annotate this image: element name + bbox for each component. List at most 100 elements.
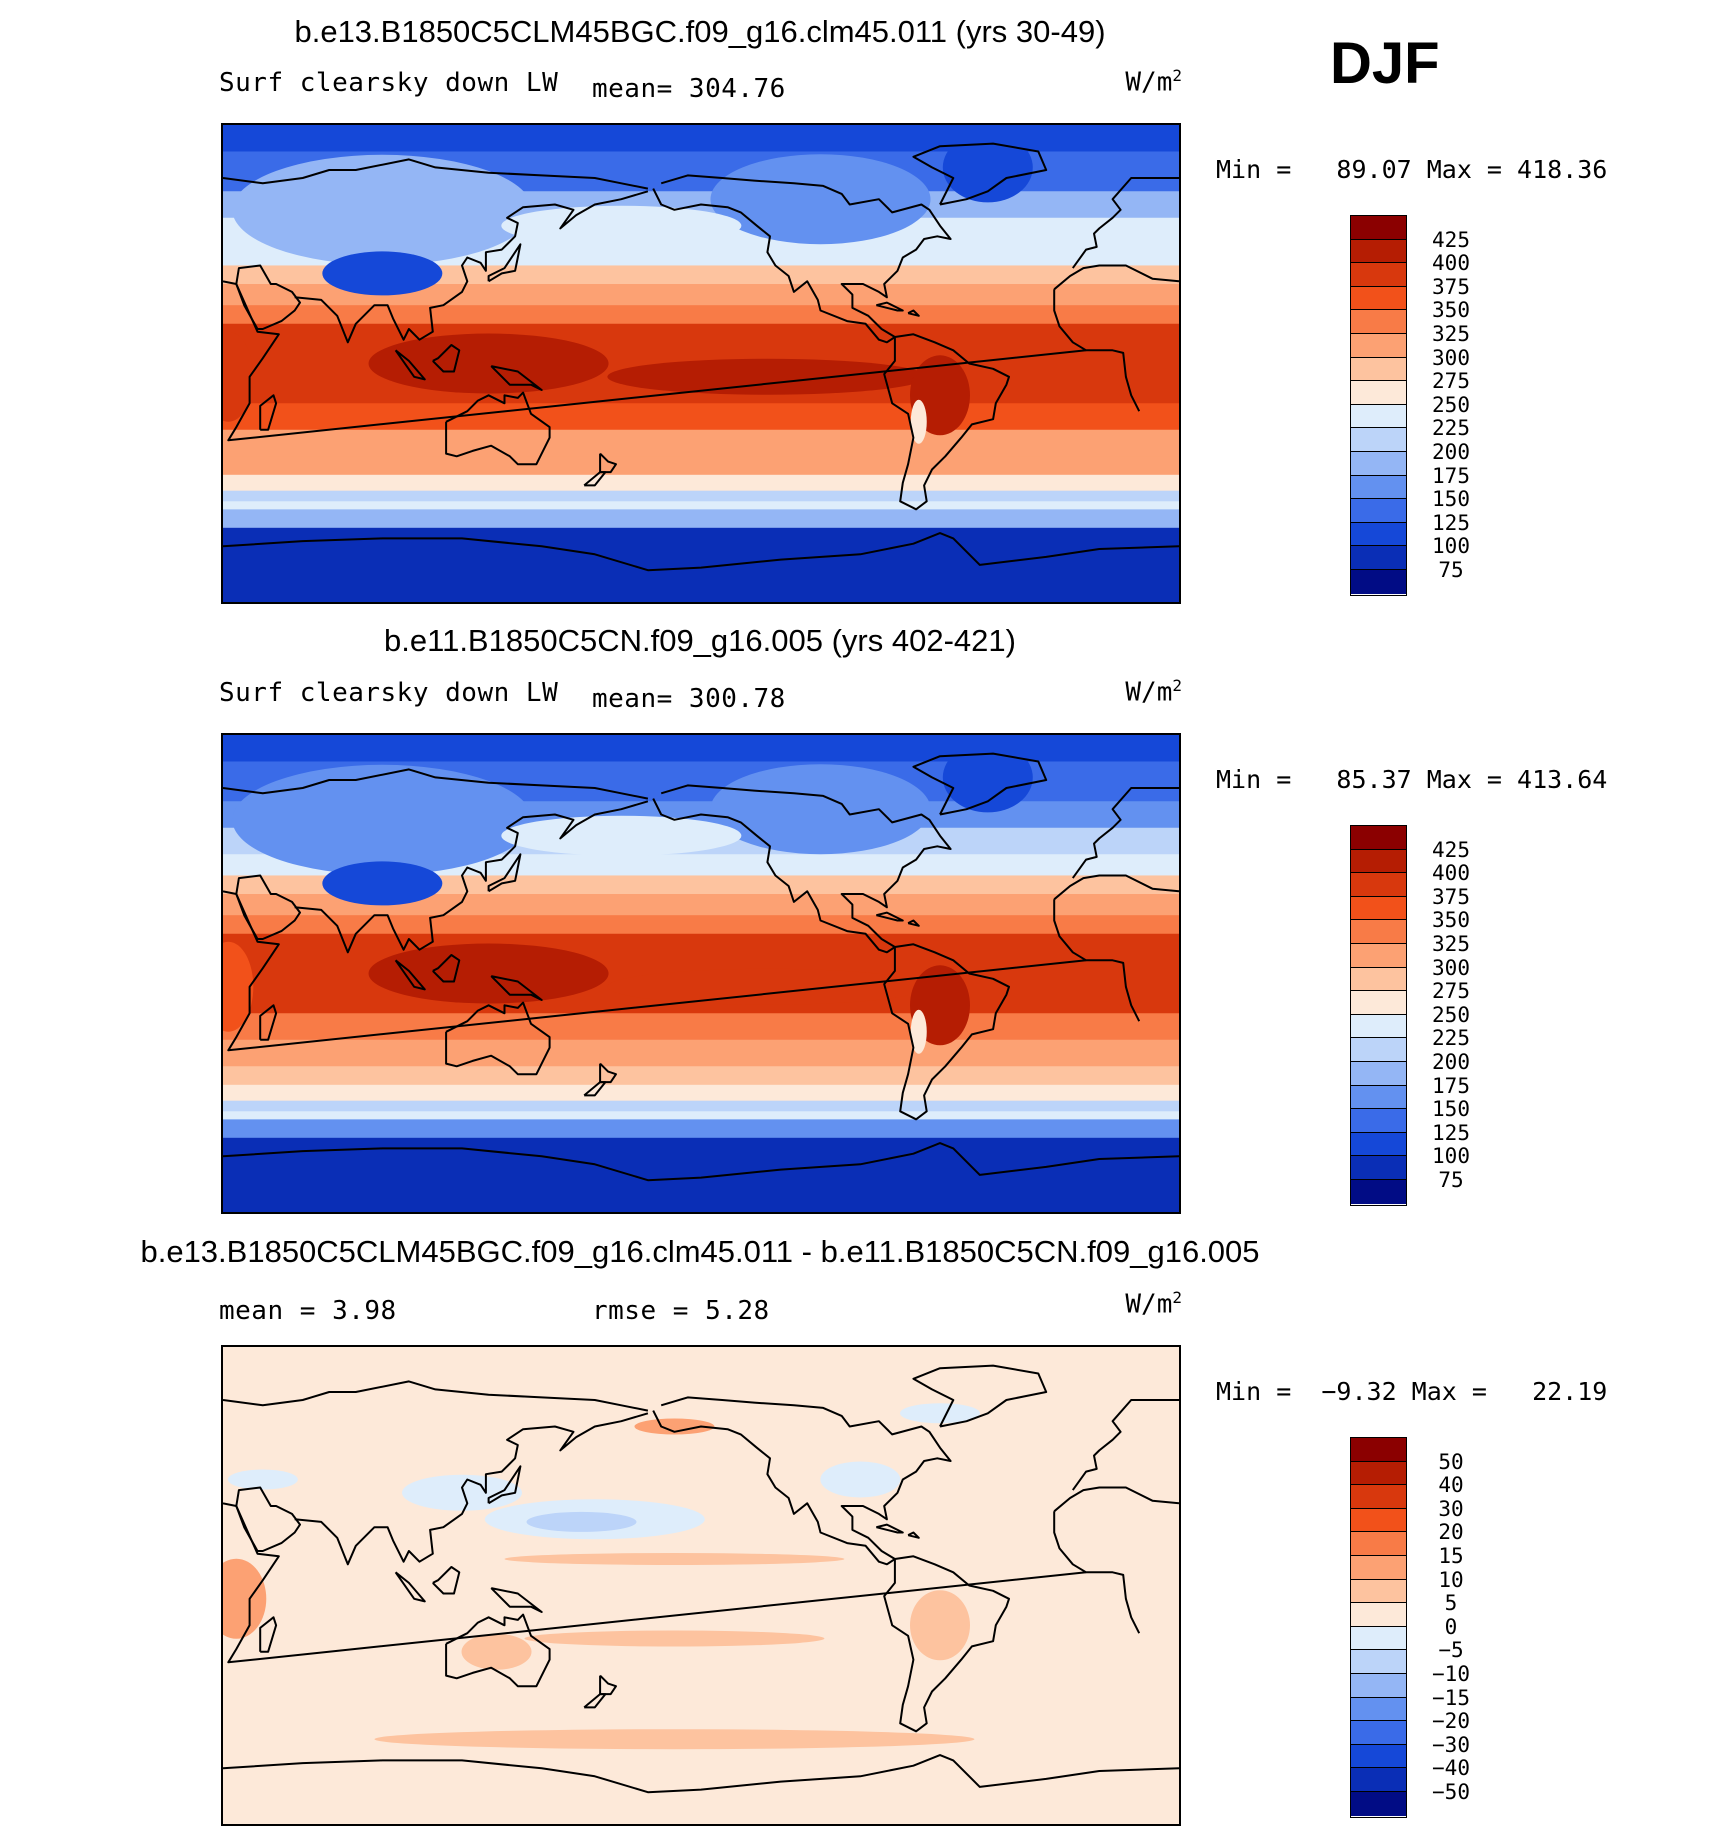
colorbar-box	[1351, 263, 1406, 287]
colorbar-tick-label: −50	[1432, 1780, 1470, 1804]
coastline	[1053, 289, 1141, 412]
panel1-map-svg	[223, 125, 1179, 602]
coastline	[883, 943, 1010, 1121]
panel1-variable: Surf clearsky down LW	[219, 68, 559, 98]
coastline	[583, 471, 607, 487]
coastline	[294, 800, 649, 954]
coastline	[1053, 874, 1179, 901]
coastline	[1053, 1511, 1141, 1634]
colorbar-tick-label: 175	[1432, 1073, 1470, 1098]
colorbar-tick-label: 425	[1432, 837, 1470, 862]
coastline	[490, 1587, 543, 1613]
colorbar-tick-label: 150	[1432, 1097, 1470, 1122]
colorbar-tick-label: −20	[1432, 1709, 1470, 1734]
colorbar-box	[1351, 1626, 1406, 1651]
colorbar-tick-label: 275	[1432, 369, 1470, 394]
map-band	[223, 1066, 1179, 1086]
caspian-cool-region	[227, 1469, 298, 1490]
tibet-region	[322, 861, 443, 906]
canada-cold-region	[710, 764, 931, 855]
colorbar-box	[1351, 333, 1406, 358]
colorbar-box	[1351, 943, 1406, 968]
colorbar-box	[1351, 1508, 1406, 1533]
andes-region	[910, 1009, 927, 1054]
southern-ocean-band	[223, 1111, 1179, 1120]
coastline	[223, 280, 1087, 442]
colorbar-tick-label: 10	[1438, 1567, 1464, 1592]
colorbar-box	[1351, 381, 1406, 405]
coastline	[445, 1001, 551, 1076]
eurasia-cold-region	[232, 154, 533, 265]
tibet-region	[322, 251, 443, 296]
panel2-mean: mean= 300.78	[592, 684, 786, 714]
coastline	[1053, 899, 1141, 1022]
coastline	[223, 890, 1087, 1052]
colorbar-tick-label: 150	[1432, 487, 1470, 512]
colorbar-box	[1351, 1579, 1406, 1604]
colorbar-box	[1351, 1555, 1406, 1580]
colorbar-tick-label: 15	[1438, 1544, 1464, 1568]
panel2-variable: Surf clearsky down LW	[219, 678, 559, 708]
coastline	[883, 1555, 1010, 1733]
colorbar-box	[1351, 873, 1406, 897]
coastline	[912, 752, 1048, 816]
north-pacific-core-region	[526, 1511, 637, 1532]
colorbar-box	[1351, 404, 1406, 429]
central-pacific-region	[607, 358, 928, 395]
coastline	[235, 1486, 301, 1552]
colorbar-tick-label: 300	[1432, 345, 1470, 370]
colorbar-tick-label: 325	[1432, 932, 1470, 956]
colorbar-box	[1351, 1132, 1406, 1157]
map-band	[223, 875, 1179, 895]
map-band	[223, 456, 1179, 476]
coastline	[223, 1502, 1087, 1664]
coastline	[235, 264, 301, 330]
colorbar-tick-label: 125	[1432, 1120, 1470, 1145]
colorbar-box	[1351, 1485, 1406, 1509]
panel2-title: b.e11.B1850C5CN.f09_g16.005 (yrs 402-421…	[384, 623, 1016, 658]
colorbar-box	[1351, 849, 1406, 874]
colorbar-tick-label: 400	[1432, 251, 1470, 276]
map-band	[223, 1013, 1179, 1041]
colorbar-tick-label: 20	[1438, 1520, 1464, 1545]
coastline	[235, 874, 301, 940]
coastline	[876, 911, 904, 922]
colorbar-box	[1351, 1768, 1406, 1792]
colorbar-tick-label: 225	[1432, 416, 1470, 441]
colorbar-box	[1351, 1603, 1406, 1627]
coastline	[883, 333, 1010, 511]
panel3-map-svg	[223, 1347, 1179, 1824]
panel2-minmax: Min = 85.37 Max = 413.64	[1216, 765, 1608, 794]
coastline	[583, 1081, 607, 1097]
panel3-rmse: rmse = 5.28	[592, 1296, 770, 1326]
map-band	[223, 1039, 1179, 1068]
coastline	[487, 1465, 522, 1505]
colorbar-box	[1351, 1697, 1406, 1722]
map-band	[223, 915, 1179, 935]
colorbar-box	[1351, 1038, 1406, 1062]
coastline	[1071, 787, 1179, 879]
colorbar-box	[1351, 499, 1406, 523]
panel1-minmax: Min = 89.07 Max = 418.36	[1216, 155, 1608, 184]
coastline	[912, 142, 1048, 206]
colorbar-tick-label: 200	[1432, 440, 1470, 464]
diff-background	[223, 1347, 1179, 1824]
canada-cold-region	[710, 154, 931, 245]
colorbar-box	[1351, 1179, 1406, 1204]
panel1-colorbar	[1350, 215, 1407, 596]
warm-pool-region	[368, 333, 609, 394]
colorbar-box	[1351, 1721, 1406, 1745]
colorbar-tick-label: 350	[1432, 908, 1470, 933]
australia-warm-region	[461, 1633, 532, 1670]
coastline	[445, 391, 551, 466]
coastline	[652, 784, 952, 954]
panel2-units-exp: 2	[1172, 676, 1182, 695]
coastline	[223, 1754, 1179, 1794]
panel2-units-base: W/m	[1125, 677, 1173, 708]
panel1-mean: mean= 304.76	[592, 74, 786, 104]
colorbar-tick-label: 125	[1432, 510, 1470, 535]
colorbar-box	[1351, 1061, 1406, 1086]
africa-east-region	[223, 331, 254, 422]
coastline	[259, 1004, 278, 1041]
panel1-title: b.e13.B1850C5CLM45BGC.f09_g16.clm45.011 …	[294, 14, 1106, 49]
